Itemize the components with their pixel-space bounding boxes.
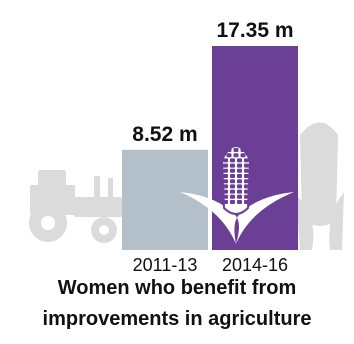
corn-kernel (237, 158, 242, 163)
corn-kernel (226, 148, 232, 152)
corn-kernel (230, 189, 235, 194)
corn-kernel (237, 179, 242, 184)
corn-kernel (230, 184, 235, 189)
corn-kernel (223, 189, 228, 194)
corn-kernel (230, 200, 235, 204)
corn-kernel (223, 163, 228, 168)
corn-kernel (237, 194, 242, 199)
value-label-2014-16: 17.35 m (216, 19, 293, 42)
corn-kernel (244, 179, 249, 184)
bars-layer: 8.52 m 2011-13 17.35 m 2014-16 (122, 19, 298, 275)
corn-kernel (244, 200, 249, 204)
corn-kernel (223, 200, 228, 204)
corn-kernel (237, 174, 242, 178)
tractor-icon (29, 170, 122, 243)
tick-label-2011-13: 2011-13 (133, 255, 198, 275)
corn-kernel (230, 194, 235, 199)
corn-kernel (240, 148, 246, 152)
corn-kernel (230, 174, 235, 178)
corn-kernel (226, 153, 232, 158)
corn-kernel (237, 163, 242, 168)
corn-kernel (240, 153, 246, 158)
corn-kernel (223, 194, 228, 199)
corn-kernel (230, 163, 235, 168)
corn-kernel (237, 200, 242, 204)
corn-kernel (244, 163, 249, 168)
chart-title-line-1: Women who benefit from (57, 277, 297, 299)
corn-kernel (244, 194, 249, 199)
tick-label-2014-16: 2014-16 (222, 255, 288, 275)
bar-2011-13 (122, 149, 208, 250)
corn-kernel (223, 184, 228, 189)
corn-kernel (244, 168, 249, 173)
corn-kernel (230, 158, 235, 163)
corn-kernel (244, 189, 249, 194)
corn-kernel (237, 168, 242, 173)
corn-kernel (237, 184, 242, 189)
corn-kernel (244, 184, 249, 189)
corn-kernel (223, 168, 228, 173)
corn-kernel (237, 189, 242, 194)
corn-kernel (223, 179, 228, 184)
corn-kernel (244, 158, 249, 163)
corn-kernel (230, 179, 235, 184)
corn-kernel (244, 174, 249, 178)
value-label-2011-13: 8.52 m (132, 123, 197, 146)
corn-kernel (223, 174, 228, 178)
corn-kernel (223, 158, 228, 163)
corn-cob-icon (296, 122, 344, 250)
chart-title-line-2: improvements in agriculture (42, 308, 312, 330)
corn-icon (180, 145, 294, 244)
corn-kernel (233, 153, 239, 158)
corn-kernel (230, 168, 235, 173)
corn-kernel (233, 148, 239, 152)
